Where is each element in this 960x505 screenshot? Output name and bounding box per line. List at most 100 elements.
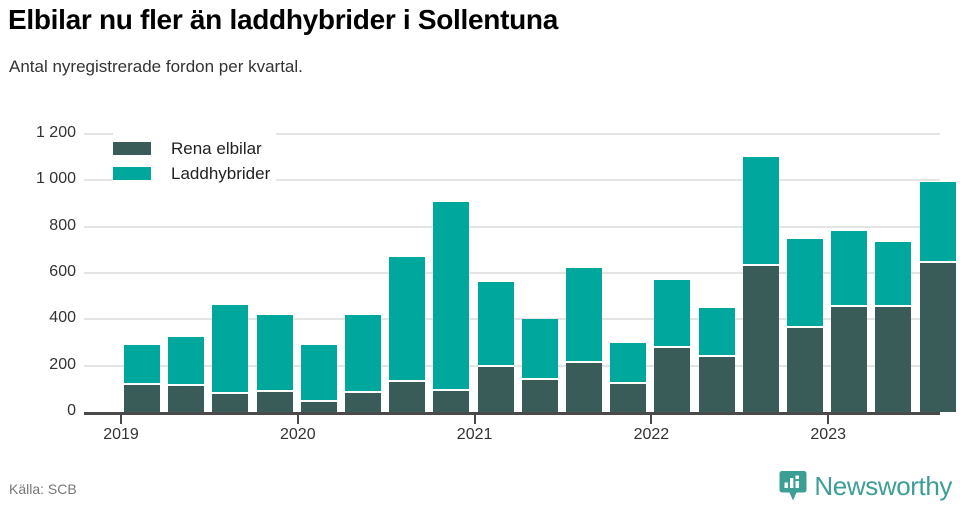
y-axis-tick-label: 0: [67, 402, 76, 419]
bar-group[interactable]: [433, 202, 470, 412]
chart-legend: Rena elbilar Laddhybrider: [113, 133, 277, 189]
bar-segment-divider: [831, 305, 868, 308]
bar-segment-rena-elbilar[interactable]: [300, 402, 337, 412]
bar-segment-rena-elbilar[interactable]: [345, 393, 381, 412]
legend-swatch-icon: [113, 142, 151, 155]
bar-segment-rena-elbilar[interactable]: [831, 307, 868, 412]
bar-segment-divider: [212, 392, 249, 395]
bar-group[interactable]: [919, 181, 956, 412]
x-axis-tick-label: 2020: [280, 426, 316, 443]
bar-group[interactable]: [124, 344, 160, 412]
bar-group[interactable]: [654, 279, 691, 412]
bar-segment-rena-elbilar[interactable]: [124, 385, 160, 412]
legend-item-hybrid[interactable]: Laddhybrider: [113, 161, 270, 186]
gridline: [84, 179, 940, 182]
bar-segment-laddhybrider[interactable]: [875, 241, 912, 306]
bar-segment-laddhybrider[interactable]: [831, 231, 868, 306]
bar-segment-laddhybrider[interactable]: [389, 256, 426, 380]
bar-segment-laddhybrider[interactable]: [919, 181, 956, 262]
bar-segment-divider: [875, 305, 912, 308]
bar-segment-rena-elbilar[interactable]: [477, 366, 514, 412]
bar-segment-rena-elbilar[interactable]: [742, 265, 779, 412]
bar-segment-rena-elbilar[interactable]: [698, 357, 735, 412]
bar-segment-laddhybrider[interactable]: [300, 344, 337, 401]
bar-segment-laddhybrider[interactable]: [212, 305, 249, 393]
bar-segment-rena-elbilar[interactable]: [256, 392, 293, 412]
page-title: Elbilar nu fler än laddhybrider i Sollen…: [8, 4, 558, 35]
bar-group[interactable]: [698, 307, 735, 412]
bar-segment-divider: [654, 345, 691, 348]
y-axis-tick-label: 600: [49, 263, 76, 280]
bar-segment-laddhybrider[interactable]: [566, 268, 602, 362]
bar-segment-rena-elbilar[interactable]: [521, 380, 558, 412]
bar-group[interactable]: [345, 314, 381, 412]
gridline: [84, 272, 940, 274]
x-axis-tick-label: 2019: [103, 426, 139, 443]
bar-segment-divider: [168, 384, 205, 387]
x-axis-tick-label: 2021: [456, 426, 493, 443]
bar-group[interactable]: [610, 342, 647, 412]
x-axis-tick-mark: [473, 415, 476, 424]
bar-segment-laddhybrider[interactable]: [610, 342, 647, 382]
bar-segment-laddhybrider[interactable]: [433, 202, 470, 389]
bar-group[interactable]: [787, 239, 823, 412]
gridline: [84, 133, 940, 135]
x-axis-tick-label: 2023: [810, 426, 846, 443]
bar-segment-divider: [610, 381, 647, 384]
bar-group[interactable]: [389, 256, 426, 412]
bar-segment-laddhybrider[interactable]: [124, 344, 160, 384]
page-subtitle: Antal nyregistrerade fordon per kvartal.: [9, 57, 303, 76]
bar-segment-divider: [787, 326, 823, 329]
x-axis-baseline: [84, 412, 940, 415]
bar-group[interactable]: [831, 231, 868, 412]
x-axis-tick-label: 2022: [633, 426, 670, 443]
newsworthy-logo: Newsworthy: [779, 470, 952, 502]
bar-segment-divider: [389, 379, 426, 382]
bar-group[interactable]: [212, 305, 249, 412]
bar-group[interactable]: [256, 314, 293, 412]
legend-item-ev[interactable]: Rena elbilar: [113, 136, 270, 161]
bar-segment-rena-elbilar[interactable]: [389, 381, 426, 412]
bar-segment-rena-elbilar[interactable]: [433, 390, 470, 412]
bar-group[interactable]: [566, 268, 602, 412]
bar-segment-laddhybrider[interactable]: [345, 314, 381, 392]
x-axis-tick-mark: [650, 415, 653, 424]
bar-segment-divider: [566, 361, 602, 364]
bar-segment-laddhybrider[interactable]: [521, 319, 558, 379]
bar-segment-divider: [124, 383, 160, 386]
bar-segment-divider: [256, 390, 293, 392]
bar-group[interactable]: [477, 282, 514, 412]
bar-segment-laddhybrider[interactable]: [654, 279, 691, 346]
bar-segment-laddhybrider[interactable]: [742, 157, 779, 264]
bar-segment-rena-elbilar[interactable]: [875, 307, 912, 412]
bar-segment-rena-elbilar[interactable]: [919, 263, 956, 412]
x-axis-tick-mark: [120, 415, 122, 424]
source-note: Källa: SCB: [9, 481, 77, 497]
bar-segment-laddhybrider[interactable]: [787, 239, 823, 327]
bar-group[interactable]: [168, 336, 205, 412]
bar-group[interactable]: [875, 241, 912, 412]
legend-swatch-icon: [113, 167, 151, 180]
bar-segment-laddhybrider[interactable]: [698, 307, 735, 356]
legend-item-label: Rena elbilar: [171, 138, 262, 158]
bar-segment-divider: [521, 378, 558, 381]
bar-segment-rena-elbilar[interactable]: [168, 386, 205, 412]
bar-segment-divider: [698, 355, 735, 358]
bar-segment-rena-elbilar[interactable]: [610, 383, 647, 412]
gridline: [84, 225, 940, 228]
bar-segment-rena-elbilar[interactable]: [566, 363, 602, 412]
bar-group[interactable]: [300, 344, 337, 412]
bar-group[interactable]: [521, 319, 558, 412]
bar-group[interactable]: [742, 157, 779, 412]
bar-segment-laddhybrider[interactable]: [168, 336, 205, 385]
legend-item-label: Laddhybrider: [171, 163, 271, 183]
y-axis-tick-label: 400: [49, 309, 76, 327]
bar-segment-rena-elbilar[interactable]: [212, 394, 249, 412]
bar-segment-divider: [477, 364, 514, 367]
bar-segment-laddhybrider[interactable]: [477, 282, 514, 365]
bar-segment-laddhybrider[interactable]: [256, 314, 293, 390]
bar-segment-rena-elbilar[interactable]: [787, 328, 823, 412]
bar-segment-rena-elbilar[interactable]: [654, 347, 691, 412]
